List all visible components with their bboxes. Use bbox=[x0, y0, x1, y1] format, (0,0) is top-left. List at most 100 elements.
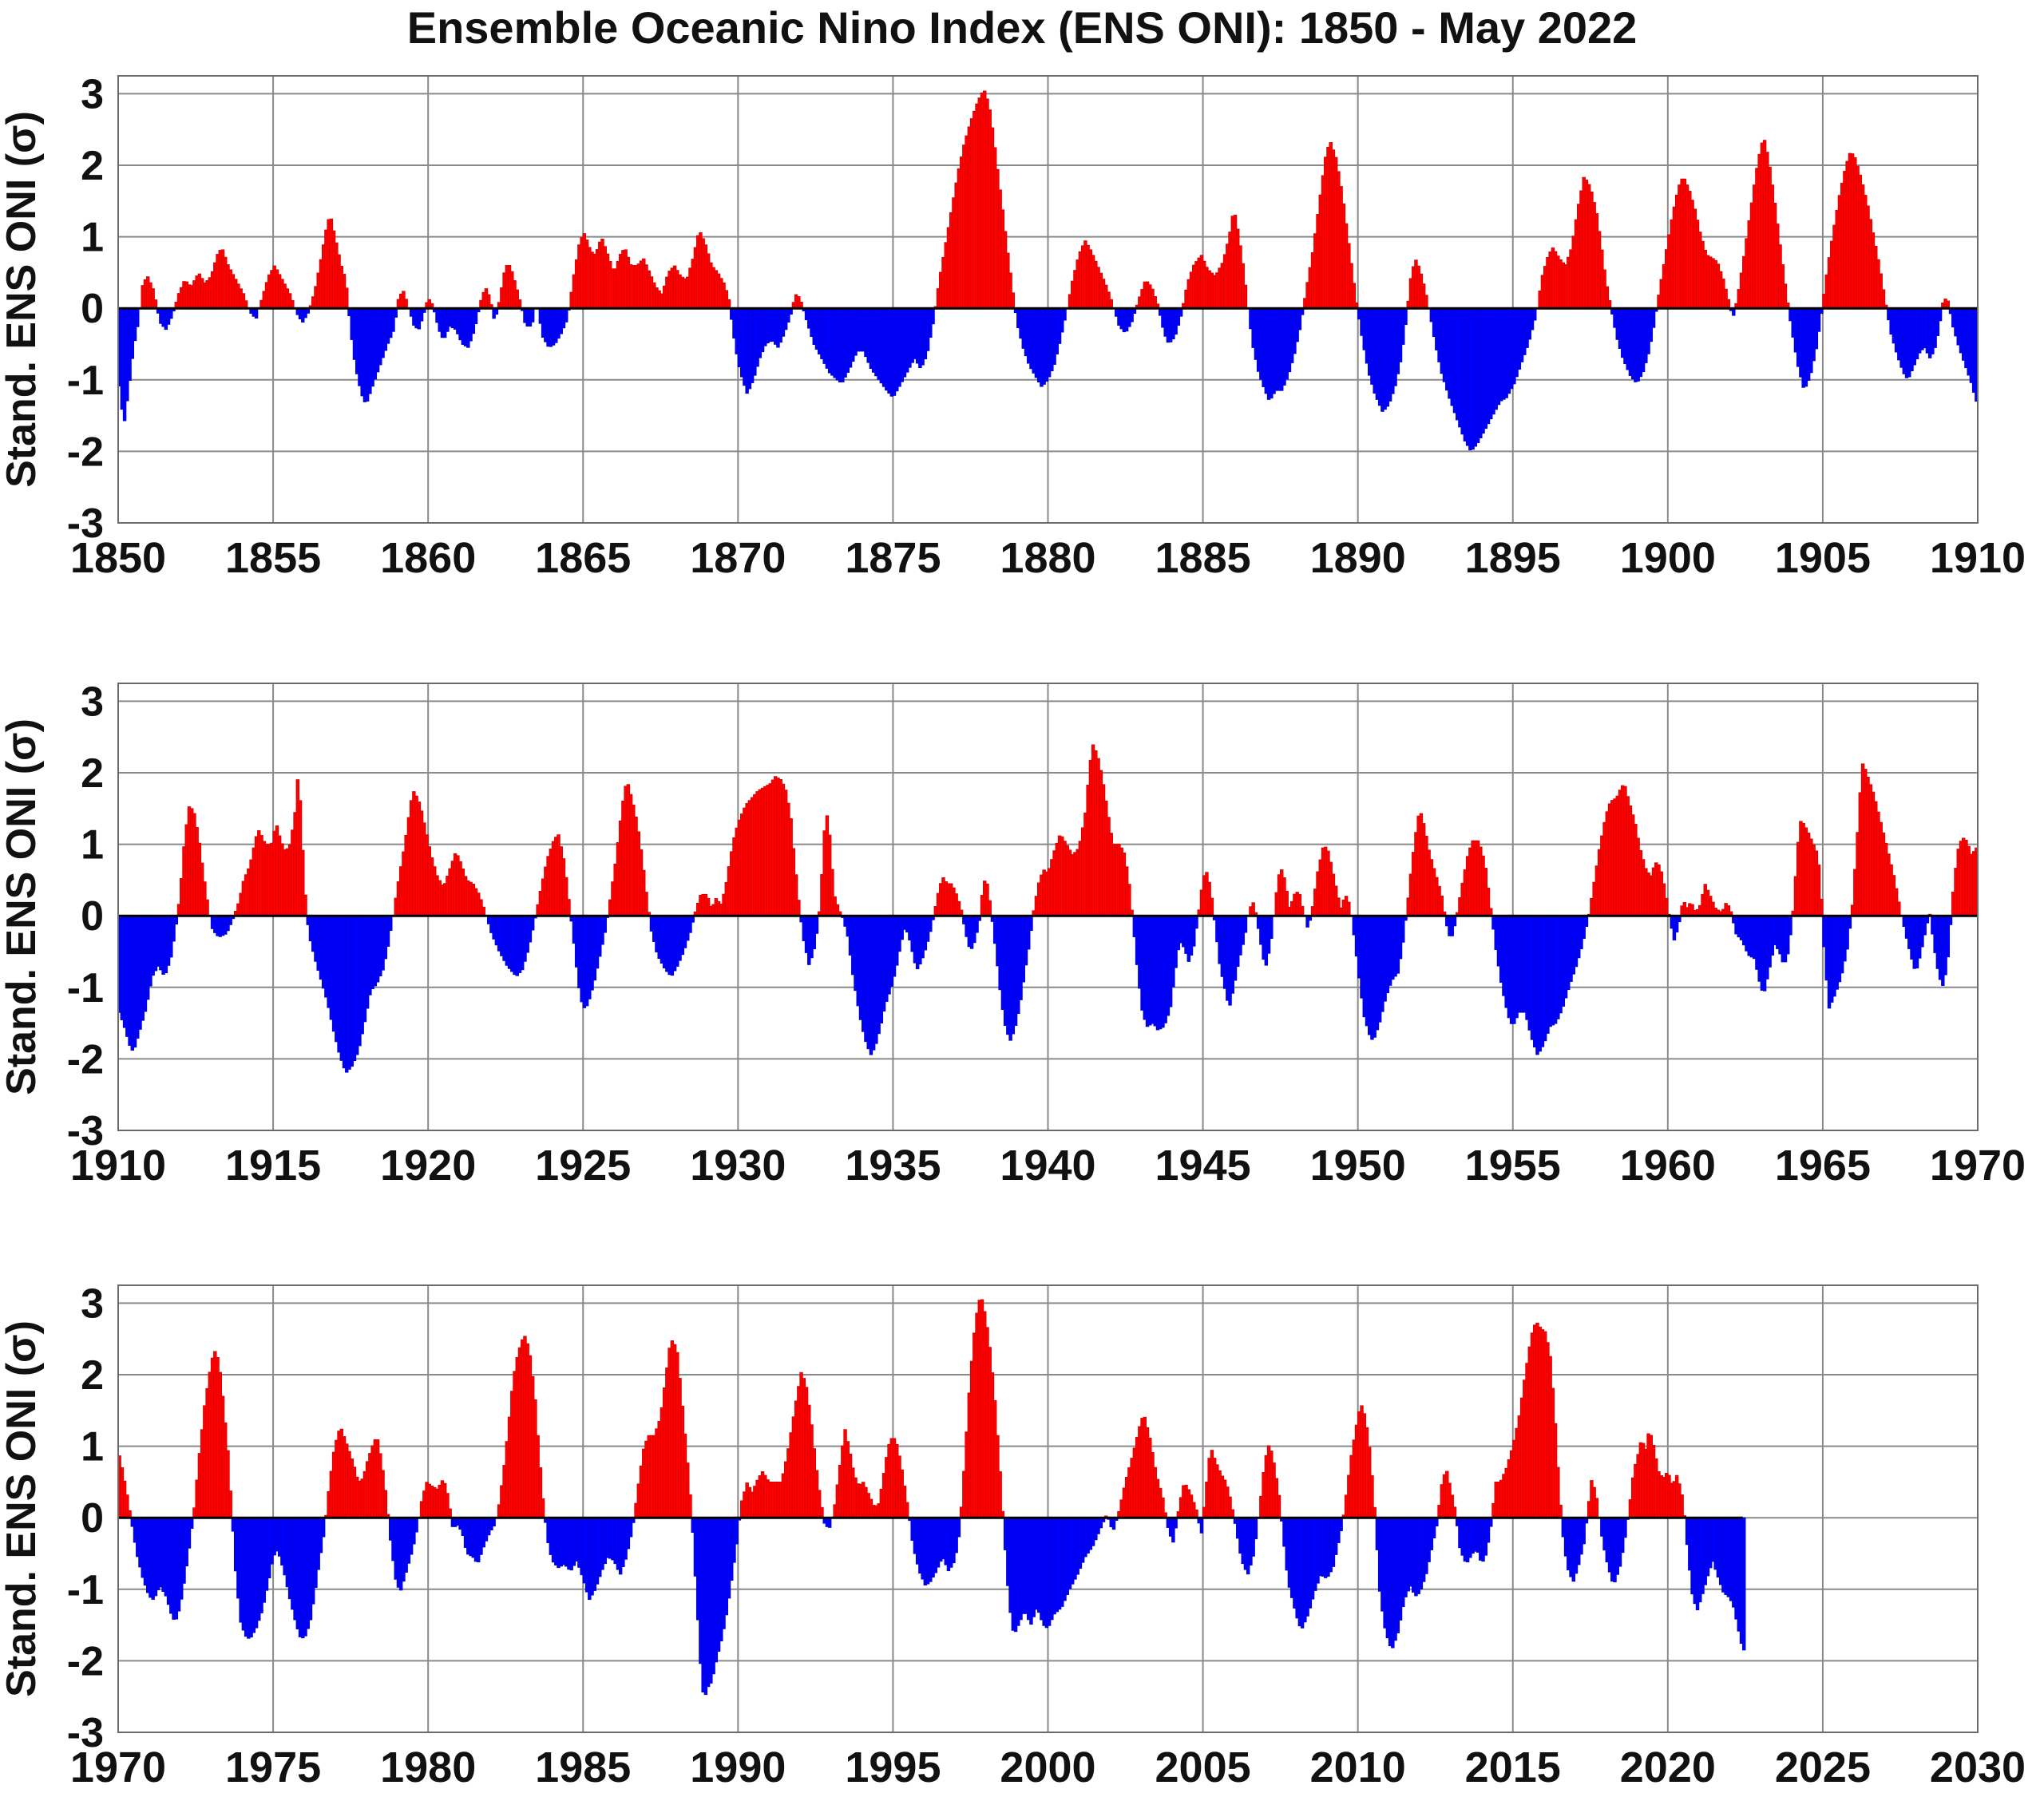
x-tick-label: 2000 bbox=[1000, 1744, 1095, 1791]
la-nina-bar bbox=[1199, 1517, 1204, 1534]
x-tick-label: 1960 bbox=[1620, 1142, 1716, 1189]
el-nino-bar bbox=[205, 899, 209, 916]
el-nino-bar bbox=[448, 1508, 452, 1518]
x-tick-label: 1980 bbox=[380, 1744, 476, 1791]
la-nina-bar bbox=[1178, 307, 1183, 317]
la-nina-bar bbox=[735, 1517, 739, 1545]
la-nina-bar bbox=[1404, 307, 1408, 326]
la-nina-bar bbox=[931, 307, 935, 325]
x-tick-label: 1930 bbox=[690, 1142, 786, 1189]
la-nina-bar bbox=[136, 307, 140, 327]
x-tick-label: 1895 bbox=[1465, 534, 1561, 582]
la-nina-bar bbox=[174, 915, 178, 925]
el-nino-bar bbox=[1230, 1509, 1234, 1518]
la-nina-bar bbox=[603, 915, 607, 933]
la-nina-bar bbox=[1435, 1517, 1439, 1527]
x-tick-label: 2030 bbox=[1930, 1744, 2026, 1791]
x-tick-label: 1935 bbox=[845, 1142, 941, 1189]
el-nino-bar bbox=[404, 299, 408, 309]
x-tick-label: 1910 bbox=[70, 1142, 166, 1189]
x-tick-label: 1970 bbox=[70, 1744, 166, 1791]
x-tick-label: 1910 bbox=[1930, 534, 2026, 582]
x-tick-label: 1880 bbox=[1000, 534, 1095, 582]
y-axis-label: Stand. ENS ONI (σ) bbox=[0, 111, 45, 488]
y-tick-label: 3 bbox=[81, 1280, 104, 1327]
la-nina-bar bbox=[1948, 915, 1953, 925]
x-tick-label: 1955 bbox=[1465, 1142, 1561, 1189]
la-nina-bar bbox=[1742, 1517, 1746, 1651]
x-tick-label: 1865 bbox=[535, 534, 631, 582]
y-tick-label: 0 bbox=[81, 286, 104, 332]
y-tick-label: 1 bbox=[81, 822, 104, 869]
la-nina-bar bbox=[1623, 1517, 1627, 1538]
y-axis-label: Stand. ENS ONI (σ) bbox=[0, 718, 45, 1095]
el-nino-bar bbox=[1820, 898, 1824, 916]
y-tick-label: 1 bbox=[81, 1424, 104, 1470]
y-tick-label: 2 bbox=[81, 750, 104, 797]
x-tick-label: 1900 bbox=[1620, 534, 1716, 582]
la-nina-bar bbox=[492, 1517, 496, 1527]
chart-title: Ensemble Oceanic Nino Index (ENS ONI): 1… bbox=[406, 2, 1638, 53]
el-nino-bar bbox=[517, 299, 522, 309]
el-nino-bar bbox=[998, 1471, 1002, 1518]
oni-bars bbox=[117, 1299, 1746, 1696]
plot-border bbox=[117, 683, 1979, 1131]
la-nina-bar bbox=[189, 1517, 194, 1530]
el-nino-bar bbox=[1210, 897, 1214, 916]
la-nina-bar bbox=[530, 307, 535, 323]
el-nino-bar bbox=[303, 894, 307, 916]
y-tick-label: -1 bbox=[67, 358, 104, 404]
el-nino-bar bbox=[988, 900, 992, 916]
el-nino-bar bbox=[1452, 1506, 1457, 1518]
el-nino-bar bbox=[1559, 1504, 1563, 1518]
la-nina-bar bbox=[1254, 1517, 1258, 1540]
el-nino-bar bbox=[1680, 1494, 1684, 1518]
x-tick-label: 1995 bbox=[845, 1744, 941, 1791]
la-nina-bar bbox=[1489, 1517, 1493, 1527]
el-nino-bar bbox=[688, 1494, 692, 1518]
x-tick-label: 1850 bbox=[70, 534, 166, 582]
x-tick-label: 1860 bbox=[380, 534, 476, 582]
x-tick-label: 1905 bbox=[1775, 534, 1871, 582]
el-nino-bar bbox=[1373, 1506, 1377, 1518]
la-nina-bar bbox=[414, 1517, 418, 1533]
la-nina-bar bbox=[1938, 307, 1943, 322]
y-axis-label: Stand. ENS ONI (σ) bbox=[0, 1320, 45, 1697]
x-tick-label: 1975 bbox=[225, 1744, 321, 1791]
el-nino-bar bbox=[1424, 295, 1428, 309]
y-tick-label: -3 bbox=[67, 1710, 104, 1756]
plot-border bbox=[117, 1284, 1979, 1733]
y-tick-label: 2 bbox=[81, 1352, 104, 1399]
el-nino-bar bbox=[383, 1490, 388, 1518]
y-tick-label: -2 bbox=[67, 1638, 104, 1684]
plot-border bbox=[117, 75, 1979, 524]
y-tick-label: -2 bbox=[67, 1036, 104, 1083]
y-tick-label: -2 bbox=[67, 429, 104, 475]
y-tick-label: -1 bbox=[67, 1567, 104, 1613]
el-nino-bar bbox=[1897, 901, 1901, 916]
el-nino-bar bbox=[1726, 299, 1731, 309]
y-tick-label: 3 bbox=[81, 71, 104, 117]
x-tick-label: 1970 bbox=[1930, 1142, 2026, 1189]
la-nina-bar bbox=[1452, 915, 1457, 927]
la-nina-bar bbox=[1270, 915, 1274, 939]
la-nina-bar bbox=[1194, 915, 1198, 929]
el-nino-bar bbox=[905, 1502, 909, 1518]
x-tick-label: 1915 bbox=[225, 1142, 321, 1189]
la-nina-bar bbox=[1848, 915, 1852, 929]
y-tick-label: 1 bbox=[81, 215, 104, 261]
x-tick-label: 2025 bbox=[1775, 1744, 1871, 1791]
el-nino-bar bbox=[1277, 1494, 1281, 1518]
x-tick-label: 2015 bbox=[1465, 1744, 1561, 1791]
la-nina-bar bbox=[827, 1517, 832, 1528]
la-nina-bar bbox=[321, 1517, 326, 1538]
el-nino-bar bbox=[153, 299, 158, 309]
la-nina-bar bbox=[394, 307, 398, 318]
el-nino-bar bbox=[345, 287, 349, 309]
el-nino-bar bbox=[481, 906, 485, 916]
